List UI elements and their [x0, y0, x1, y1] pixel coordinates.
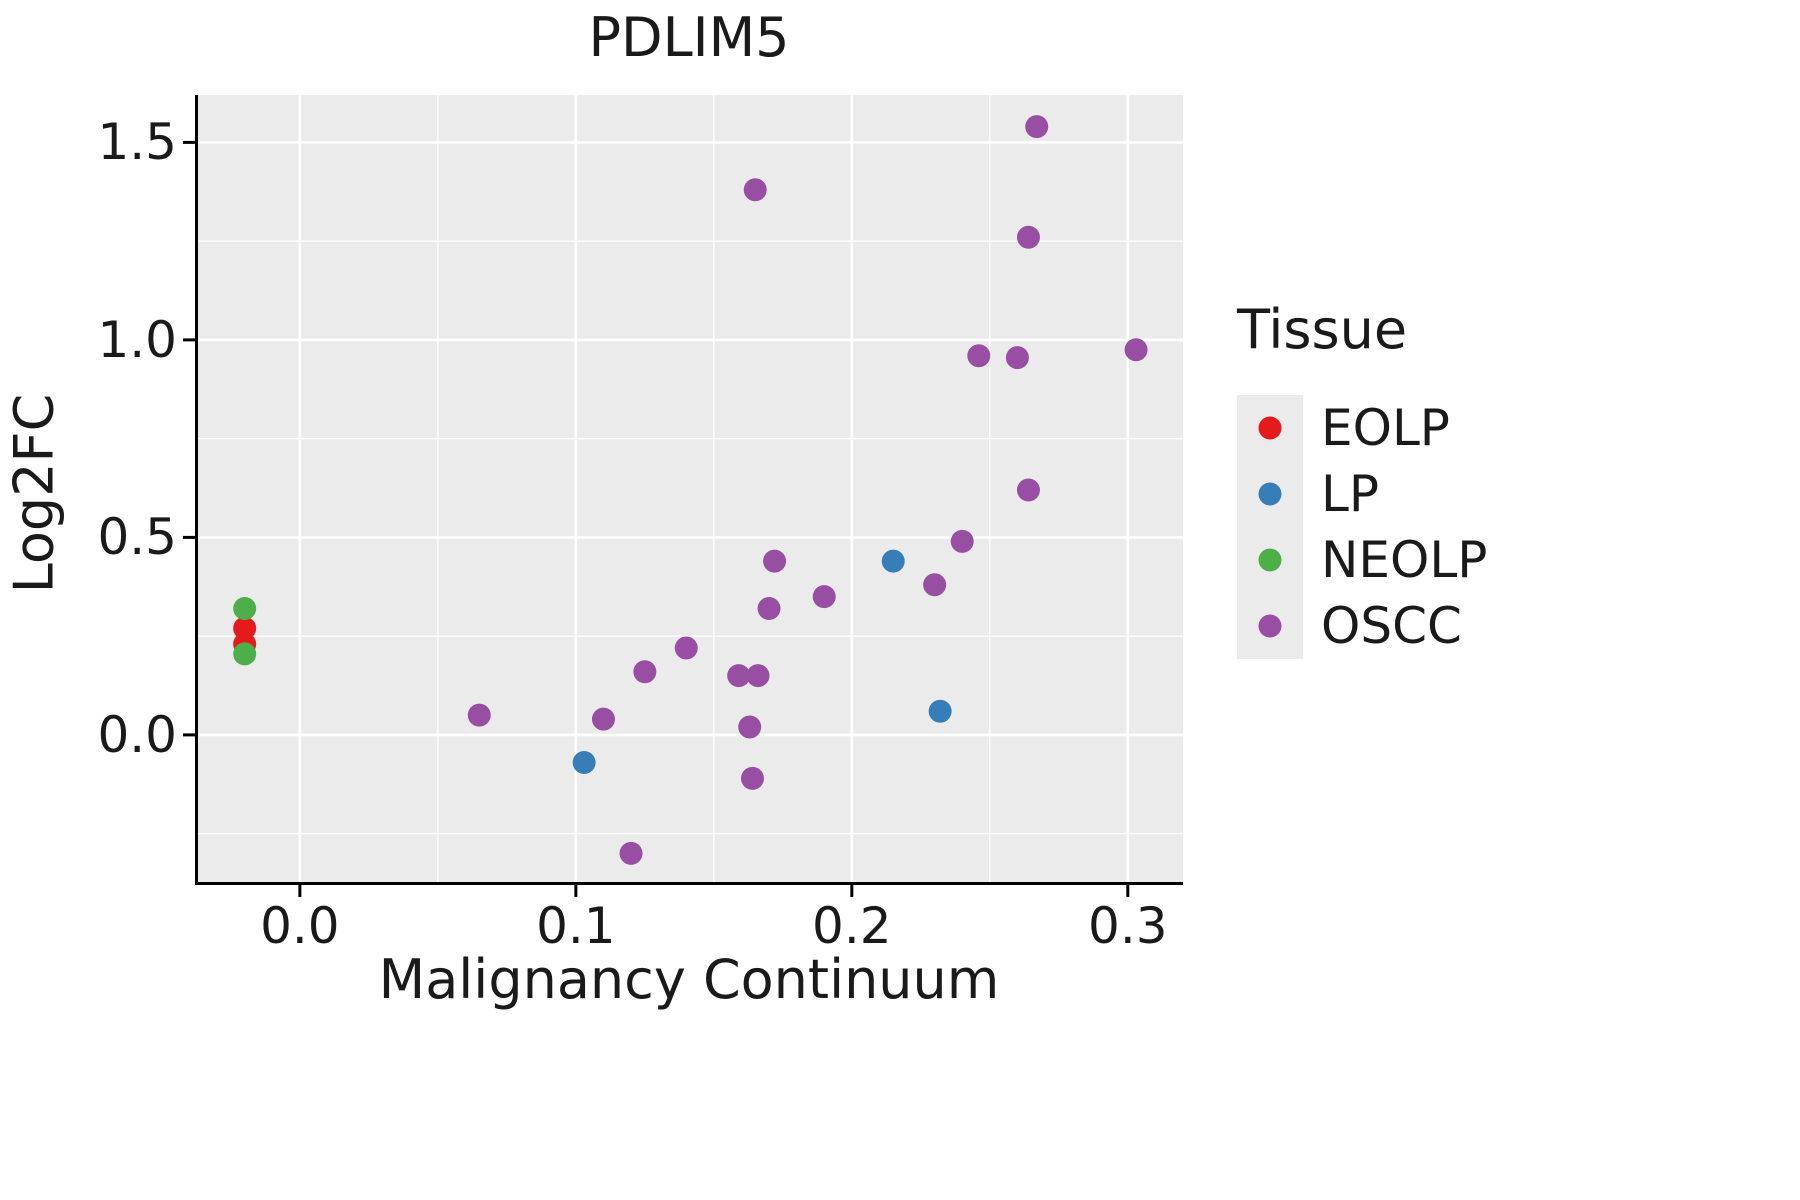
- legend-entry-NEOLP: NEOLP: [1237, 527, 1487, 593]
- legend-dot-icon: [1258, 548, 1282, 572]
- chart-title: PDLIM5: [588, 6, 790, 69]
- legend-key: [1237, 395, 1303, 461]
- point-NEOLP: [233, 597, 257, 620]
- point-OSCC: [967, 344, 991, 368]
- point-EOLP: [233, 616, 257, 640]
- legend-entry-LP: LP: [1237, 461, 1487, 527]
- legend-label: OSCC: [1321, 597, 1462, 655]
- legend-title: Tissue: [1237, 298, 1408, 361]
- point-OSCC: [1016, 225, 1040, 249]
- point-LP: [928, 699, 952, 723]
- point-LP: [572, 751, 596, 775]
- point-OSCC: [812, 585, 836, 609]
- legend-label: NEOLP: [1321, 531, 1488, 589]
- legend-entry-OSCC: OSCC: [1237, 593, 1487, 659]
- plot-panel: [183, 95, 1183, 897]
- legend-dot-icon: [1258, 416, 1282, 440]
- point-OSCC: [1124, 338, 1148, 362]
- point-OSCC: [591, 707, 615, 731]
- x-tick-label: 0.1: [536, 897, 616, 955]
- point-OSCC: [727, 664, 751, 688]
- point-OSCC: [763, 549, 787, 573]
- point-OSCC: [738, 715, 762, 739]
- legend-dot-icon: [1258, 614, 1282, 638]
- y-tick-label: 1.5: [97, 113, 177, 172]
- legend-key: [1237, 527, 1303, 593]
- point-LP: [881, 549, 905, 573]
- legend-key: [1237, 461, 1303, 527]
- legend-label: LP: [1321, 465, 1380, 523]
- point-OSCC: [633, 660, 657, 684]
- point-OSCC: [746, 664, 770, 688]
- point-OSCC: [740, 766, 764, 790]
- point-NEOLP: [233, 642, 257, 666]
- point-OSCC: [743, 178, 767, 202]
- legend-key: [1237, 593, 1303, 659]
- y-tick-label: 0.5: [97, 508, 177, 567]
- point-OSCC: [757, 597, 781, 620]
- legend-entries: EOLP LP NEOLP OSCC: [1237, 395, 1487, 659]
- legend-dot-icon: [1258, 482, 1282, 506]
- point-OSCC: [1005, 346, 1029, 370]
- point-OSCC: [467, 703, 491, 727]
- y-tick-label: 1.0: [97, 310, 177, 369]
- legend: Tissue EOLP LP NEOLP OSCC: [1237, 298, 1487, 659]
- legend-label: EOLP: [1321, 399, 1450, 457]
- point-OSCC: [950, 529, 974, 553]
- point-OSCC: [1016, 478, 1040, 502]
- x-tick-label: 0.0: [260, 897, 340, 955]
- point-OSCC: [674, 636, 698, 660]
- y-tick-label: 0.0: [97, 705, 177, 764]
- x-tick-label: 0.3: [1088, 897, 1168, 955]
- x-tick-label: 0.2: [812, 897, 892, 955]
- x-axis-label: Malignancy Continuum: [378, 948, 1000, 1011]
- point-OSCC: [619, 841, 643, 865]
- point-OSCC: [1025, 115, 1049, 139]
- point-OSCC: [923, 573, 947, 597]
- legend-entry-EOLP: EOLP: [1237, 395, 1487, 461]
